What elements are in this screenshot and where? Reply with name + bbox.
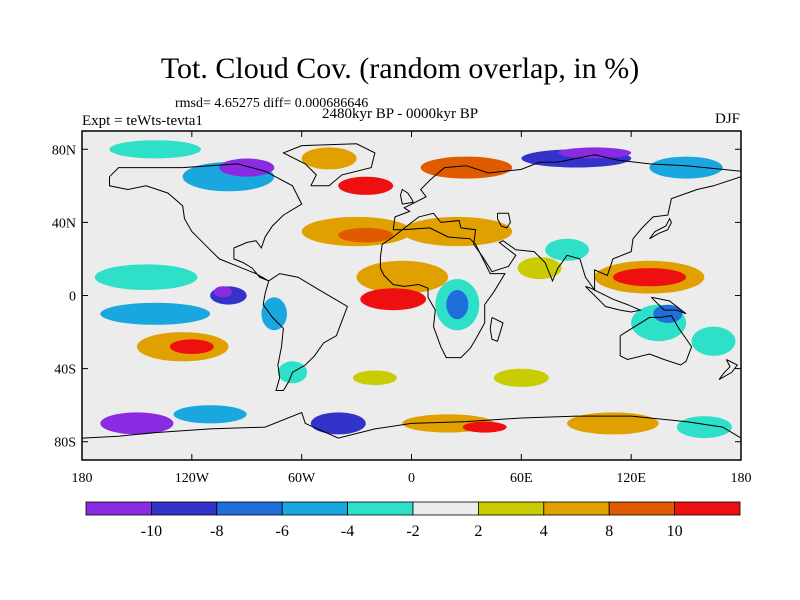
- anomaly-region-36: [567, 412, 659, 435]
- coastlines: [82, 143, 741, 439]
- axis-ticks: 180 120W 60W 0 60E 120E 180 80N 40N 0 40S 80S: [52, 131, 752, 486]
- colorbar-label-6: 4: [540, 523, 548, 540]
- coast-new-guinea: [650, 296, 687, 315]
- anomaly-region-32: [173, 405, 247, 424]
- x-tick-label-6: 180: [731, 471, 752, 486]
- anomaly-region-33: [310, 412, 366, 435]
- coast-antarctica: [82, 411, 741, 439]
- y-tick-label-4: 80S: [54, 436, 76, 451]
- y-tick-label-3: 40S: [54, 363, 76, 378]
- x-tick-label-2: 60W: [288, 471, 316, 486]
- coast-uk: [399, 188, 415, 205]
- anomaly-region-21: [691, 326, 736, 356]
- anomaly-region-10: [356, 260, 449, 294]
- colorbar-label-8: 10: [667, 523, 683, 540]
- colorbar-label-1: -8: [210, 523, 223, 540]
- colorbar-label-7: 8: [605, 523, 613, 540]
- anomaly-region-9: [338, 227, 394, 243]
- anomaly-region-1: [100, 302, 211, 325]
- colorbar-label-5: 2: [474, 523, 482, 540]
- colorbar-bin-5: [412, 501, 479, 516]
- anomaly-region-26: [420, 156, 513, 179]
- anomaly-region-15: [517, 257, 562, 280]
- anomaly-region-20: [653, 304, 683, 323]
- anomaly-region-35: [462, 421, 507, 433]
- y-tick-label-1: 40N: [52, 216, 76, 231]
- stats-line: rmsd= 4.65275 diff= 0.000686646: [175, 96, 369, 111]
- colorbar-bin-9: [674, 501, 741, 516]
- coast-australia: [619, 315, 693, 366]
- anomaly-region-0: [94, 264, 198, 291]
- anomaly-region-18: [612, 268, 687, 287]
- colorbar-bin-1: [150, 501, 218, 516]
- colorbar: -10 -8 -6 -4 -2 2 4 8 10: [85, 501, 741, 540]
- colorbar-bin-4: [347, 501, 414, 516]
- anomaly-region-25: [338, 176, 394, 195]
- anomaly-region-14: [446, 290, 469, 320]
- anomaly-region-38: [493, 368, 549, 387]
- map-title: Tot. Cloud Cov. (random overlap, in %): [160, 52, 640, 85]
- y-tick-label-0: 80N: [52, 143, 76, 158]
- x-tick-label-5: 120E: [616, 471, 646, 486]
- coast-madagascar: [489, 316, 504, 342]
- anomaly-region-23: [219, 158, 275, 177]
- x-tick-label-4: 60E: [510, 471, 533, 486]
- colorbar-bin-2: [216, 501, 283, 516]
- colorbar-bin-3: [281, 501, 349, 516]
- coast-africa: [379, 227, 506, 359]
- coast-indonesia: [585, 285, 642, 313]
- y-tick-label-2: 0: [69, 290, 76, 305]
- season-label: DJF: [714, 111, 740, 127]
- colorbar-bin-7: [543, 501, 610, 516]
- coast-greenland: [282, 143, 376, 187]
- coast-new-zealand: [718, 359, 739, 381]
- anomaly-region-37: [676, 416, 732, 439]
- x-tick-label-0: 180: [72, 471, 93, 486]
- colorbar-label-4: -2: [406, 523, 419, 540]
- coast-japan: [649, 217, 672, 240]
- anomaly-region-30: [109, 140, 201, 159]
- coast-eurasia: [392, 154, 741, 292]
- x-tick-label-3: 0: [408, 471, 415, 486]
- colorbar-bin-6: [477, 501, 545, 516]
- anomaly-fields: [94, 140, 736, 439]
- x-tick-label-1: 120W: [175, 471, 210, 486]
- anomaly-region-6: [261, 297, 288, 331]
- anomaly-region-11: [360, 288, 427, 311]
- coast-north-america: [109, 163, 303, 282]
- experiment-label: Expt = teWts-tevta1: [82, 113, 203, 129]
- anomaly-region-16: [545, 238, 590, 261]
- anomaly-region-28: [558, 147, 632, 159]
- anomaly-region-31: [100, 412, 174, 435]
- anomaly-region-12: [402, 216, 513, 247]
- anomaly-region-3: [169, 339, 214, 355]
- colorbar-label-3: -4: [341, 523, 354, 540]
- colorbar-label-0: -10: [141, 523, 162, 540]
- colorbar-label-2: -6: [276, 523, 289, 540]
- anomaly-region-29: [649, 156, 723, 179]
- anomaly-region-39: [352, 370, 397, 386]
- coast-south-america: [262, 273, 349, 391]
- colorbar-bin-0: [85, 501, 152, 516]
- colorbar-bin-8: [608, 501, 676, 516]
- anomaly-region-5: [213, 286, 233, 298]
- coast-caspian: [497, 212, 511, 229]
- period-label: 2480kyr BP - 0000kyr BP: [322, 106, 479, 122]
- anomaly-region-24: [301, 147, 357, 170]
